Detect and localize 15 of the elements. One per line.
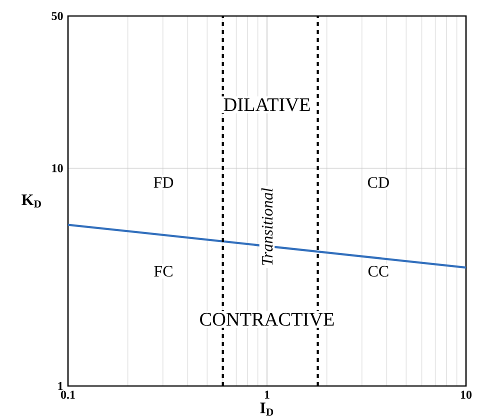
x-tick-label: 1 xyxy=(264,390,270,399)
annotation: FD xyxy=(154,177,174,188)
annotation: FC xyxy=(154,266,172,277)
annotation: CD xyxy=(368,177,389,188)
x-axis-title: I$_{D}$ xyxy=(260,402,274,416)
y-tick-label: 50 xyxy=(52,12,63,20)
annotation: CONTRACTIVE xyxy=(200,312,334,326)
annotation: Transitional xyxy=(261,188,273,265)
y-axis-title: K$_{D}$ xyxy=(22,194,41,208)
annotation: DILATIVE xyxy=(224,98,310,112)
y-tick-label: 10 xyxy=(52,164,63,172)
annotation: CC xyxy=(368,266,388,277)
x-tick-label: 10 xyxy=(460,390,472,399)
x-tick-label: 0.1 xyxy=(60,390,75,399)
y-tick-label: 1 xyxy=(58,382,63,390)
